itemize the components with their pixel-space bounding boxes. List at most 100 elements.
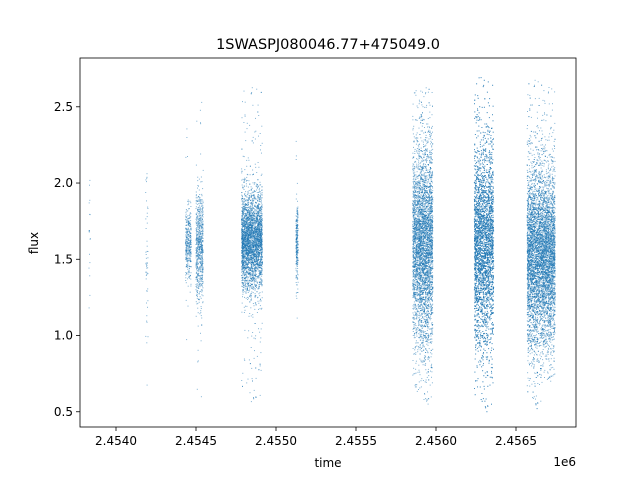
data-point: [201, 195, 203, 197]
data-point: [200, 259, 202, 261]
data-point: [256, 287, 257, 288]
data-point: [200, 244, 202, 246]
data-point: [195, 240, 197, 242]
data-point: [258, 302, 260, 304]
data-point: [256, 183, 258, 185]
data-point: [147, 288, 149, 290]
data-point: [260, 264, 261, 266]
data-point: [256, 254, 258, 256]
data-point: [252, 262, 254, 264]
data-point: [195, 286, 197, 287]
data-point: [201, 276, 203, 278]
data-point: [202, 202, 204, 204]
data-point: [89, 199, 91, 201]
data-point: [249, 124, 251, 126]
data-point: [296, 216, 298, 218]
data-point: [251, 249, 253, 251]
data-point: [259, 208, 260, 210]
data-point: [296, 258, 298, 260]
data-point: [258, 196, 260, 198]
data-point: [185, 258, 187, 260]
data-point: [254, 217, 256, 219]
data-point: [198, 208, 200, 210]
data-point: [248, 241, 250, 243]
data-point: [259, 220, 261, 222]
data-point: [295, 245, 297, 247]
data-point: [248, 202, 250, 204]
data-point: [241, 245, 243, 247]
data-point: [244, 220, 246, 222]
data-point: [248, 206, 250, 208]
data-point: [255, 230, 257, 232]
data-point: [200, 265, 202, 267]
data-point: [190, 266, 192, 268]
data-point: [257, 242, 259, 244]
data-point: [242, 283, 244, 285]
data-point: [245, 226, 247, 228]
data-point: [201, 280, 203, 282]
data-point: [244, 243, 246, 244]
data-point: [185, 231, 187, 233]
data-point: [257, 235, 259, 237]
data-point: [254, 255, 256, 257]
data-point: [198, 267, 200, 269]
data-point: [247, 242, 249, 244]
data-point: [256, 260, 258, 262]
data-point: [243, 203, 245, 205]
data-point: [188, 231, 190, 233]
data-point: [195, 232, 197, 234]
data-point: [254, 205, 255, 207]
data-point: [247, 205, 249, 206]
data-point: [195, 191, 197, 193]
data-point: [252, 169, 254, 171]
data-point: [260, 248, 262, 250]
data-point: [256, 259, 258, 260]
data-point: [187, 278, 189, 280]
data-point: [257, 277, 259, 279]
data-point: [259, 295, 261, 297]
data-point: [249, 288, 251, 290]
data-point: [295, 232, 297, 234]
data-point: [256, 270, 258, 272]
data-point: [241, 277, 243, 279]
data-point: [253, 253, 255, 255]
data-point: [258, 215, 260, 216]
data-point: [253, 279, 255, 281]
data-point: [201, 233, 203, 235]
data-point: [198, 185, 199, 187]
data-point: [186, 260, 188, 262]
data-point: [245, 286, 247, 288]
data-point: [146, 302, 147, 304]
data-point: [416, 293, 418, 295]
data-point: [250, 190, 252, 191]
data-point: [247, 193, 249, 195]
data-point: [250, 228, 252, 230]
data-point: [255, 304, 257, 306]
data-point: [241, 200, 243, 202]
data-point: [195, 266, 197, 268]
data-point: [195, 202, 197, 204]
data-point: [297, 208, 299, 209]
data-point: [253, 249, 255, 251]
data-point: [201, 252, 203, 254]
data-point: [246, 196, 248, 198]
data-point: [190, 272, 192, 274]
data-point: [200, 310, 202, 312]
data-point: [245, 218, 247, 220]
data-point: [198, 203, 200, 205]
data-point: [199, 222, 201, 224]
data-point: [261, 263, 263, 265]
data-point: [200, 340, 202, 342]
data-point: [253, 238, 255, 240]
data-point: [198, 278, 200, 280]
data-point: [246, 222, 248, 224]
data-point: [258, 250, 260, 252]
data-point: [250, 223, 252, 225]
data-point: [261, 322, 263, 324]
data-point: [261, 189, 263, 191]
data-point: [252, 243, 254, 245]
data-point: [253, 197, 255, 198]
data-point: [255, 255, 257, 257]
data-point: [198, 262, 199, 264]
data-point: [251, 231, 252, 233]
